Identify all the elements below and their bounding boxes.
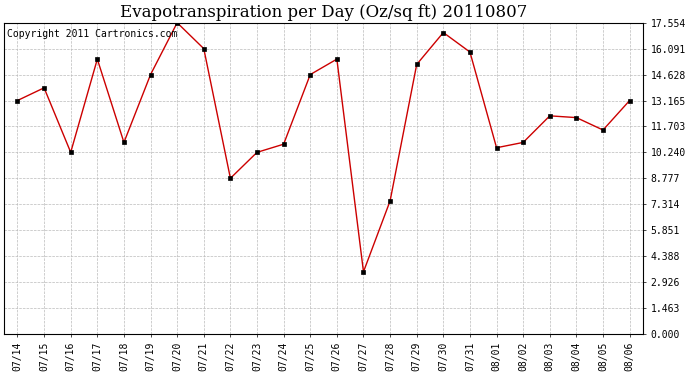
Title: Evapotranspiration per Day (Oz/sq ft) 20110807: Evapotranspiration per Day (Oz/sq ft) 20… (120, 4, 527, 21)
Text: Copyright 2011 Cartronics.com: Copyright 2011 Cartronics.com (8, 29, 178, 39)
